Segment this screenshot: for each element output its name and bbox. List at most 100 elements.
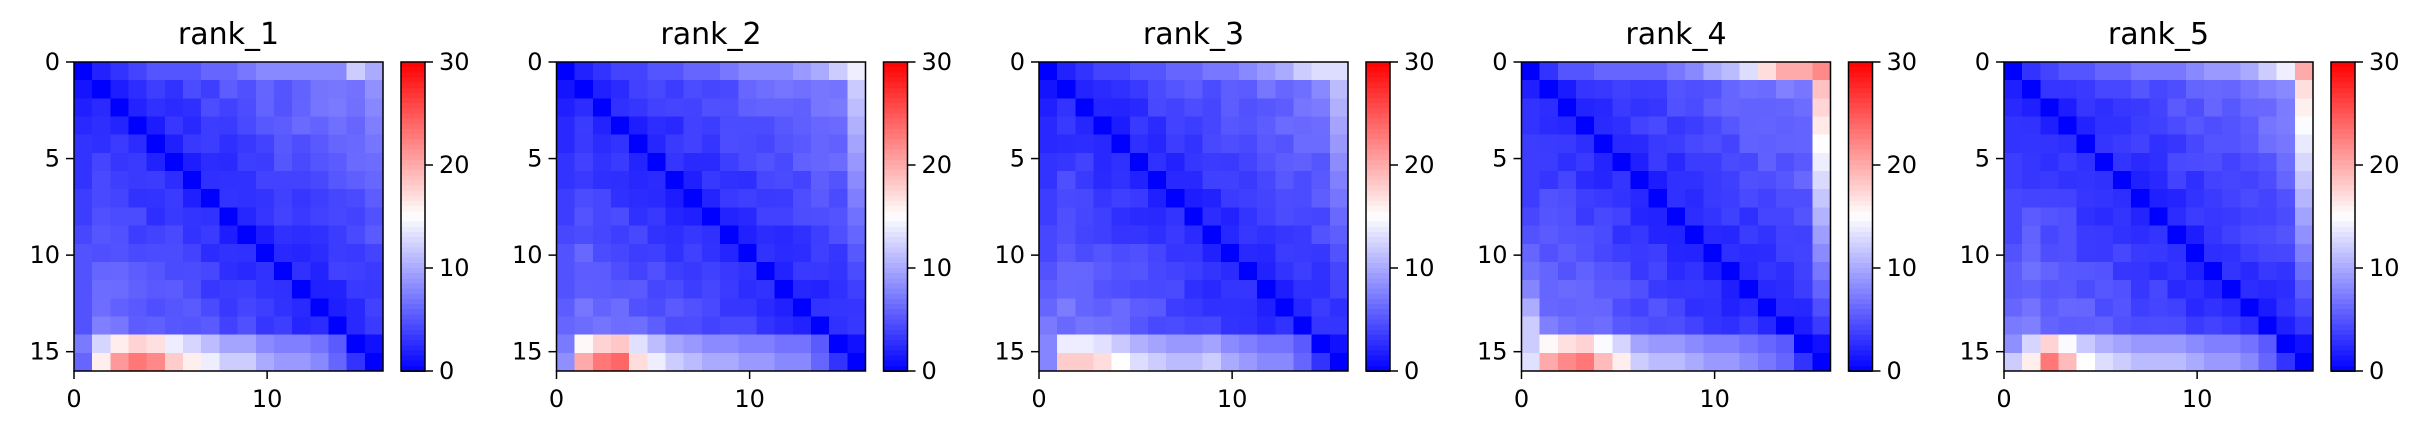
heatmap-cell bbox=[328, 116, 348, 136]
heatmap-cell bbox=[665, 116, 685, 136]
heatmap-cell bbox=[1576, 207, 1595, 227]
colorbar-segment bbox=[401, 128, 425, 135]
heatmap-cell bbox=[74, 207, 93, 227]
heatmap-cell bbox=[574, 352, 594, 372]
heatmap-cell bbox=[255, 171, 275, 190]
colorbar-segment bbox=[1366, 345, 1390, 352]
heatmap-cell bbox=[611, 189, 630, 209]
heatmap-cell bbox=[1057, 225, 1076, 245]
heatmap-cell bbox=[1257, 280, 1276, 299]
heatmap-cell bbox=[592, 98, 612, 118]
heatmap-cell bbox=[2004, 152, 2023, 172]
colorbar-segment bbox=[1848, 345, 1873, 352]
heatmap-cell bbox=[1757, 171, 1777, 190]
heatmap-cell bbox=[1166, 80, 1186, 99]
heatmap-cell bbox=[146, 116, 166, 136]
heatmap-cell bbox=[1075, 352, 1095, 372]
heatmap-cell bbox=[1812, 116, 1832, 136]
colorbar-segment bbox=[1848, 159, 1873, 166]
heatmap-cell bbox=[665, 152, 685, 172]
heatmap-cell bbox=[1275, 171, 1295, 190]
heatmap-cell bbox=[2113, 316, 2132, 336]
heatmap-cell bbox=[1721, 225, 1741, 245]
heatmap-cell bbox=[701, 116, 721, 136]
heatmap-cell bbox=[1539, 316, 1559, 336]
heatmap-cell bbox=[1220, 280, 1240, 299]
heatmap-cell bbox=[1612, 334, 1632, 354]
heatmap-cell bbox=[1557, 316, 1577, 336]
heatmap-cell bbox=[1757, 207, 1777, 227]
heatmap-cell bbox=[701, 334, 721, 354]
heatmap-cell bbox=[611, 171, 630, 190]
heatmap-cell bbox=[1184, 116, 1204, 136]
heatmap-cell bbox=[1594, 225, 1613, 245]
heatmap-cell bbox=[292, 80, 311, 99]
heatmap-cell bbox=[647, 352, 667, 372]
heatmap-cell bbox=[1184, 261, 1204, 281]
heatmap-cell bbox=[1329, 225, 1349, 245]
heatmap-cell bbox=[2076, 171, 2096, 190]
heatmap-cell bbox=[1703, 225, 1723, 245]
heatmap-cell bbox=[1630, 261, 1650, 281]
heatmap-cell bbox=[1311, 62, 1331, 81]
heatmap-cell bbox=[720, 298, 739, 318]
heatmap-cell bbox=[1576, 261, 1595, 281]
heatmap-cell bbox=[110, 334, 130, 354]
heatmap-cell bbox=[1812, 152, 1832, 172]
heatmap-cell bbox=[1220, 62, 1240, 81]
heatmap-cell bbox=[701, 189, 721, 209]
heatmap-cell bbox=[1630, 189, 1650, 209]
heatmap-cell bbox=[647, 116, 667, 136]
heatmap-cell bbox=[1539, 280, 1559, 299]
heatmap-cell bbox=[1129, 334, 1149, 354]
colorbar-segment bbox=[2331, 170, 2355, 177]
heatmap-cell bbox=[1521, 243, 1541, 263]
heatmap-cell bbox=[556, 280, 576, 299]
colorbar-segment bbox=[2331, 165, 2355, 171]
heatmap-cell bbox=[1329, 261, 1349, 281]
heatmap-cell bbox=[346, 134, 366, 154]
heatmap-cell bbox=[1039, 280, 1058, 299]
heatmap-cell bbox=[1812, 243, 1832, 263]
heatmap-cell bbox=[2276, 134, 2296, 154]
heatmap-cell bbox=[1202, 298, 1222, 318]
heatmap-cell bbox=[574, 171, 594, 190]
heatmap-cell bbox=[1202, 280, 1222, 299]
heatmap-cell bbox=[592, 80, 612, 99]
colorbar-segment bbox=[1366, 340, 1390, 347]
heatmap-cell bbox=[2203, 171, 2223, 190]
colorbar-segment bbox=[401, 134, 425, 141]
heatmap-cell bbox=[1329, 243, 1349, 263]
heatmap-cell bbox=[164, 207, 184, 227]
colorbar-segment bbox=[1366, 360, 1390, 367]
x-tick-label: 0 bbox=[66, 385, 81, 413]
heatmap-cell bbox=[183, 243, 202, 263]
colorbar-segment bbox=[1366, 87, 1390, 94]
y-tick-label: 5 bbox=[1975, 145, 1990, 173]
heatmap-cell bbox=[574, 116, 594, 136]
colorbar-tick-label: 30 bbox=[1404, 48, 1435, 76]
heatmap-cell bbox=[1184, 298, 1204, 318]
heatmap-cell bbox=[346, 152, 366, 172]
heatmap-cell bbox=[1775, 352, 1795, 372]
heatmap-cell bbox=[2240, 280, 2260, 299]
heatmap-cell bbox=[720, 171, 739, 190]
heatmap-cell bbox=[847, 298, 867, 318]
heatmap-cell bbox=[2076, 80, 2096, 99]
heatmap-cell bbox=[1111, 316, 1131, 336]
heatmap-cell bbox=[201, 62, 221, 81]
colorbar-segment bbox=[401, 365, 425, 372]
heatmap-cell bbox=[310, 80, 330, 99]
heatmap-cell bbox=[1648, 152, 1668, 172]
heatmap-cell bbox=[92, 352, 111, 372]
heatmap-cell bbox=[2222, 261, 2241, 281]
heatmap-cell bbox=[2222, 207, 2241, 227]
heatmap-cell bbox=[164, 98, 184, 118]
heatmap-cell bbox=[792, 207, 812, 227]
heatmap-cell bbox=[2040, 280, 2060, 299]
heatmap-cell bbox=[1311, 189, 1331, 209]
heatmap-cell bbox=[1166, 298, 1186, 318]
colorbar-segment bbox=[1366, 334, 1390, 341]
heatmap-cell bbox=[183, 152, 202, 172]
heatmap-cell bbox=[701, 80, 721, 99]
